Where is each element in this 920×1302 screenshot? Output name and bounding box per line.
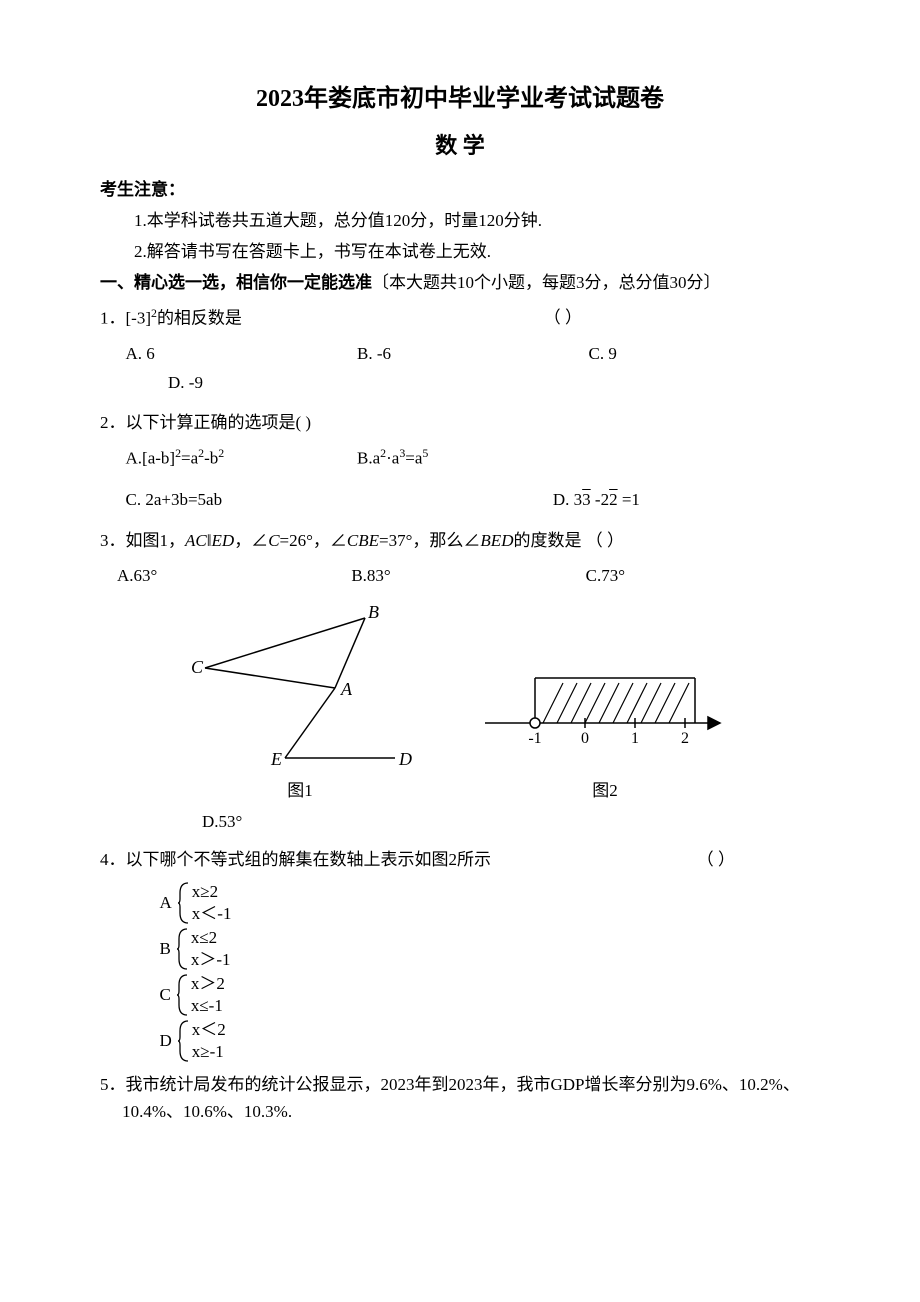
- q3-t2: ，∠: [234, 531, 268, 550]
- notice-2: 2.解答请书写在答题卡上，书写在本试卷上无效.: [100, 238, 820, 265]
- q1-opt-c: C. 9: [589, 340, 821, 367]
- q2-b-2: ·a: [386, 448, 399, 467]
- q2-d-1: D. 3: [553, 490, 582, 509]
- q4-c-label: C: [160, 981, 171, 1008]
- q1-paren: （ ）: [544, 304, 582, 332]
- q3-t5: 的度数是 （ ）: [513, 531, 624, 550]
- title: 2023年娄底市初中毕业学业考试试题卷: [100, 80, 820, 118]
- q2-row2: C. 2a+3b=5ab D. 33 -22 =1: [100, 486, 820, 513]
- q2-a-1: A.[a-b]: [126, 448, 176, 467]
- sqrt3: 3: [582, 490, 591, 509]
- q3-c: C.73°: [586, 562, 820, 589]
- fig1-label-d: D: [398, 749, 412, 769]
- q4-a1: x≥2: [192, 881, 232, 902]
- q2-c: C. 2a+3b=5ab: [100, 486, 553, 513]
- fig1-label-b: B: [368, 603, 379, 622]
- q4-opt-c: C x＞2x≤-1: [160, 973, 821, 1017]
- q3-c2: C: [268, 531, 279, 550]
- fig2-svg: -1 0 1 2: [475, 603, 735, 773]
- q4: 4．以下哪个不等式组的解集在数轴上表示如图2所示 （ ）: [100, 846, 820, 873]
- fig1-caption: 图1: [185, 777, 415, 804]
- brace-icon: [178, 881, 192, 925]
- q3-d: D.53°: [100, 808, 820, 835]
- q4-b-label: B: [160, 935, 171, 962]
- q3-ac: AC: [185, 531, 207, 550]
- q4-b1: x≤2: [191, 927, 231, 948]
- notice-1: 1.本学科试卷共五道大题，总分值120分，时量120分钟.: [100, 207, 820, 234]
- q1-stem-a: 1．[-3]: [100, 309, 151, 328]
- q3-options: A.63° B.83° C.73°: [100, 562, 820, 589]
- q4-stem: 4．以下哪个不等式组的解集在数轴上表示如图2所示: [100, 846, 491, 873]
- figures: B C A E D 图1: [100, 603, 820, 804]
- q2-b-1: B.a: [357, 448, 380, 467]
- q2-a-3: -b: [204, 448, 218, 467]
- q4-d2: x≥-1: [192, 1041, 226, 1062]
- q2-a-2: =a: [181, 448, 198, 467]
- subject: 数 学: [100, 128, 820, 163]
- q1-opt-a: A. 6: [100, 340, 357, 367]
- fig1-label-e: E: [270, 749, 282, 769]
- q1-opt-d: D. -9: [100, 369, 820, 396]
- brace-icon: [177, 927, 191, 971]
- q1-opt-b: B. -6: [357, 340, 589, 367]
- sqrt2: 2: [609, 490, 618, 509]
- figure-1: B C A E D 图1: [185, 603, 415, 804]
- fig1-label-a: A: [340, 679, 353, 699]
- section-1: 一、精心选一选，相信你一定能选准〔本大题共10个小题，每题3分，总分值30分〕: [100, 269, 820, 296]
- q2-b-3: =a: [405, 448, 422, 467]
- q2-row1: A.[a-b]2=a2-b2 B.a2·a3=a5: [100, 444, 820, 472]
- q4-c2: x≤-1: [191, 995, 225, 1016]
- q3-bed: BED: [480, 531, 513, 550]
- fig2-tick-0: -1: [528, 730, 541, 747]
- section-1-note: 〔本大题共10个小题，每题3分，总分值30分〕: [372, 273, 721, 292]
- q1-options: A. 6 B. -6 C. 9: [100, 340, 820, 367]
- q4-opt-b: B x≤2x＞-1: [160, 927, 821, 971]
- q4-d-label: D: [160, 1027, 172, 1054]
- brace-icon: [178, 1019, 192, 1063]
- q3-t1: 3．如图1，: [100, 531, 185, 550]
- q3-ed: ED: [212, 531, 235, 550]
- q3-a: A.63°: [100, 562, 351, 589]
- q1: 1．[-3]2的相反数是 （ ）: [100, 304, 820, 332]
- q4-a2: x＜-1: [192, 903, 232, 924]
- q4-paren: （ ）: [697, 846, 735, 873]
- fig2-tick-1: 0: [581, 730, 589, 747]
- q3-t4: =37°，那么∠: [379, 531, 480, 550]
- brace-icon: [177, 973, 191, 1017]
- q3-t3: =26°，∠: [280, 531, 347, 550]
- q3-cbe: CBE: [347, 531, 379, 550]
- q2-d-2: -2: [591, 490, 609, 509]
- fig1-label-c: C: [191, 657, 204, 677]
- fig2-caption: 图2: [475, 777, 735, 804]
- q4-a-label: A: [160, 889, 172, 916]
- fig1-svg: B C A E D: [185, 603, 415, 773]
- q4-opt-d: D x＜2x≥-1: [160, 1019, 821, 1063]
- q2-stem: 2．以下计算正确的选项是( ): [100, 409, 820, 436]
- q4-b2: x＞-1: [191, 949, 231, 970]
- q2-d-3: =1: [618, 490, 640, 509]
- notice-header: 考生注意：: [100, 176, 820, 203]
- q4-d1: x＜2: [192, 1019, 226, 1040]
- q5: 5．我市统计局发布的统计公报显示，2023年到2023年，我市GDP增长率分别为…: [122, 1071, 820, 1125]
- q1-stem-b: 的相反数是: [157, 309, 242, 328]
- figure-2: -1 0 1 2 图2: [475, 603, 735, 804]
- fig2-tick-2: 1: [631, 730, 639, 747]
- q3-b: B.83°: [351, 562, 585, 589]
- q4-c1: x＞2: [191, 973, 225, 994]
- fig2-tick-3: 2: [681, 730, 689, 747]
- section-1-title: 一、精心选一选，相信你一定能选准: [100, 273, 372, 292]
- q3: 3．如图1，AC‖ED，∠C=26°，∠CBE=37°，那么∠BED的度数是 （…: [100, 527, 820, 554]
- q4-opt-a: A x≥2x＜-1: [160, 881, 821, 925]
